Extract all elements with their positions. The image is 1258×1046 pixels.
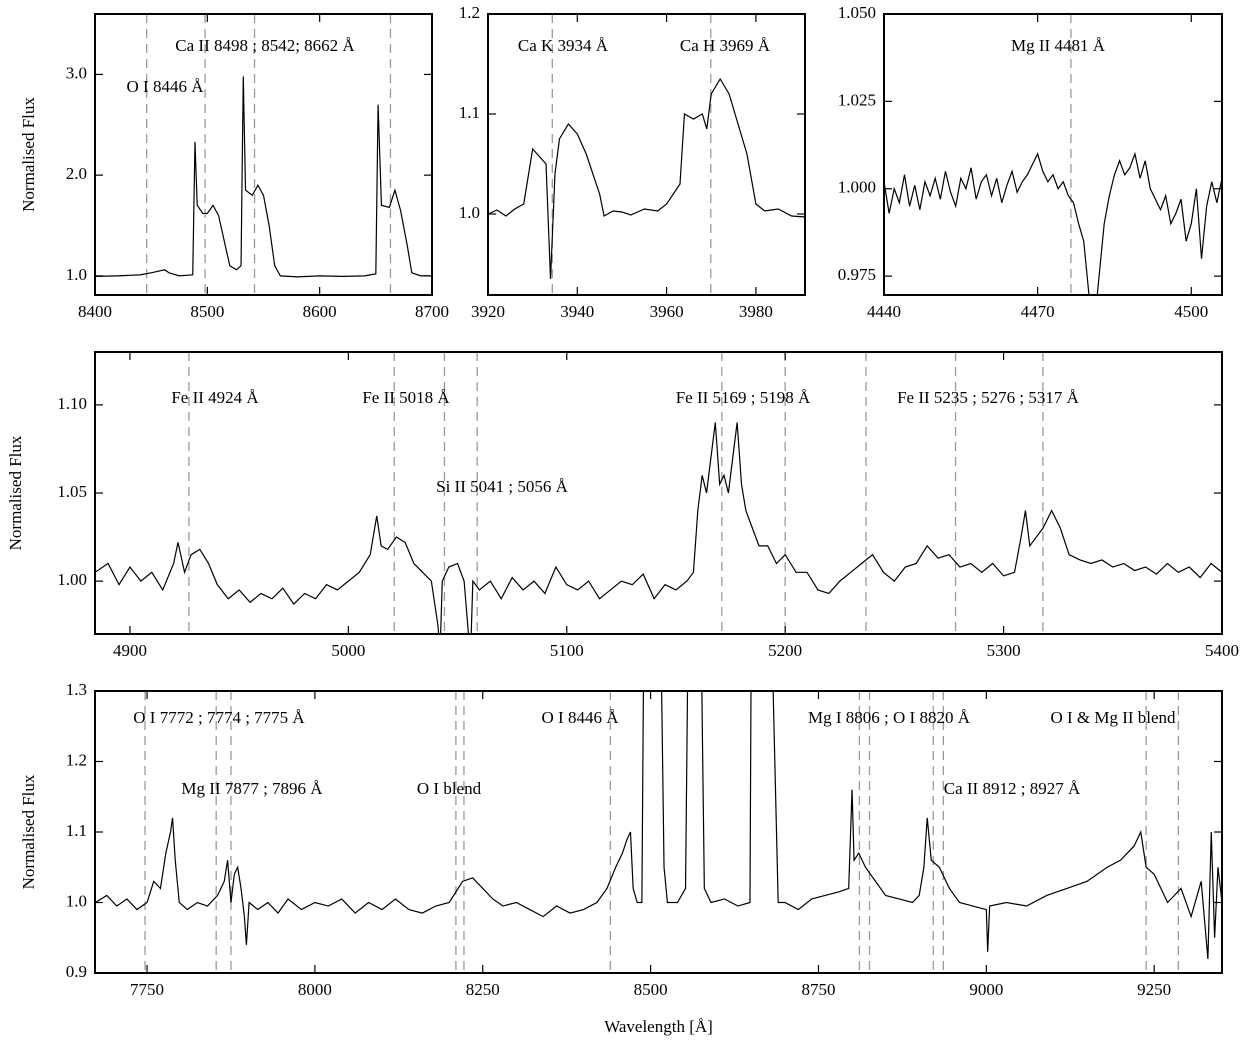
y-tick-label: 1.10 [57, 394, 87, 413]
y-tick-label: 3.0 [66, 63, 87, 82]
annotation: Ca H 3969 Å [680, 36, 771, 55]
y-tick-label: 1.3 [66, 680, 87, 699]
x-tick-label: 5300 [987, 641, 1021, 660]
annotation: Mg I 8806 ; O I 8820 Å [808, 708, 971, 727]
y-tick-label: 1.1 [66, 821, 87, 840]
annotation: Mg II 4481 Å [1011, 36, 1106, 55]
x-tick-label: 4470 [1021, 302, 1055, 321]
x-tick-label: 9250 [1137, 980, 1171, 999]
y-tick-label: 1.050 [838, 3, 876, 22]
plot-frame [487, 13, 806, 296]
y-tick-label: 1.1 [459, 103, 480, 122]
x-axis-label: Wavelength [Å] [604, 1017, 713, 1036]
annotation: Fe II 5235 ; 5276 ; 5317 Å [897, 388, 1080, 407]
plot-frame [94, 690, 1223, 974]
plot-area [884, 14, 1222, 295]
x-tick-label: 8500 [190, 302, 224, 321]
y-tick-label: 0.9 [66, 962, 87, 981]
annotation: Fe II 5018 Å [362, 388, 450, 407]
y-tick-label: 2.0 [66, 164, 87, 183]
x-tick-label: 3940 [560, 302, 594, 321]
annotation: O I 8446 Å [127, 77, 205, 96]
x-tick-label: 9000 [969, 980, 1003, 999]
x-tick-label: 3920 [471, 302, 505, 321]
plot-area [95, 352, 1222, 634]
annotation: Ca K 3934 Å [518, 36, 609, 55]
y-tick-label: 1.0 [66, 891, 87, 910]
plot-area [95, 691, 1222, 973]
annotation: O I 8446 Å [542, 708, 620, 727]
y-tick-label: 1.05 [57, 482, 87, 501]
annotation: O I blend [417, 779, 482, 798]
x-tick-label: 5200 [768, 641, 802, 660]
annotation: Si II 5041 ; 5056 Å [436, 477, 568, 496]
annotation: Fe II 5169 ; 5198 Å [676, 388, 811, 407]
x-tick-label: 5400 [1205, 641, 1239, 660]
plot-area [488, 14, 805, 295]
annotation: O I & Mg II blend [1050, 708, 1176, 727]
x-tick-label: 8700 [415, 302, 449, 321]
spectrum-line [488, 77, 805, 280]
annotation: Ca II 8498 ; 8542; 8662 Å [175, 36, 355, 55]
x-tick-label: 3980 [739, 302, 773, 321]
y-tick-label: 1.000 [838, 178, 876, 197]
annotation: Mg II 7877 ; 7896 Å [181, 779, 323, 798]
x-tick-label: 4500 [1174, 302, 1208, 321]
x-tick-label: 8750 [801, 980, 835, 999]
y-tick-label: 1.0 [66, 265, 87, 284]
y-axis-label: Normalised Flux [19, 774, 38, 889]
annotation: O I 7772 ; 7774 ; 7775 Å [133, 708, 305, 727]
x-tick-label: 8500 [634, 980, 668, 999]
x-tick-label: 7750 [130, 980, 164, 999]
x-tick-label: 8000 [298, 980, 332, 999]
y-tick-label: 1.025 [838, 90, 876, 109]
x-tick-label: 8400 [78, 302, 112, 321]
y-tick-label: 1.00 [57, 570, 87, 589]
x-tick-label: 4900 [113, 641, 147, 660]
x-tick-label: 4440 [867, 302, 901, 321]
plot-frame [883, 13, 1223, 296]
y-axis-label: Normalised Flux [6, 435, 25, 550]
x-tick-label: 3960 [650, 302, 684, 321]
x-tick-label: 8600 [303, 302, 337, 321]
y-tick-label: 1.0 [459, 203, 480, 222]
plot-frame [94, 13, 433, 296]
spectrum-line [95, 422, 1222, 634]
x-tick-label: 8250 [466, 980, 500, 999]
spectrum-line [95, 76, 432, 278]
annotation: Ca II 8912 ; 8927 Å [944, 779, 1081, 798]
plot-area [95, 14, 432, 295]
spectrum-line [884, 151, 1222, 295]
x-tick-label: 5000 [331, 641, 365, 660]
spectrum-line [95, 691, 1222, 959]
y-tick-label: 0.975 [838, 265, 876, 284]
y-axis-label: Normalised Flux [19, 97, 38, 212]
annotation: Fe II 4924 Å [171, 388, 259, 407]
y-tick-label: 1.2 [66, 750, 87, 769]
y-tick-label: 1.2 [459, 3, 480, 22]
x-tick-label: 5100 [550, 641, 584, 660]
